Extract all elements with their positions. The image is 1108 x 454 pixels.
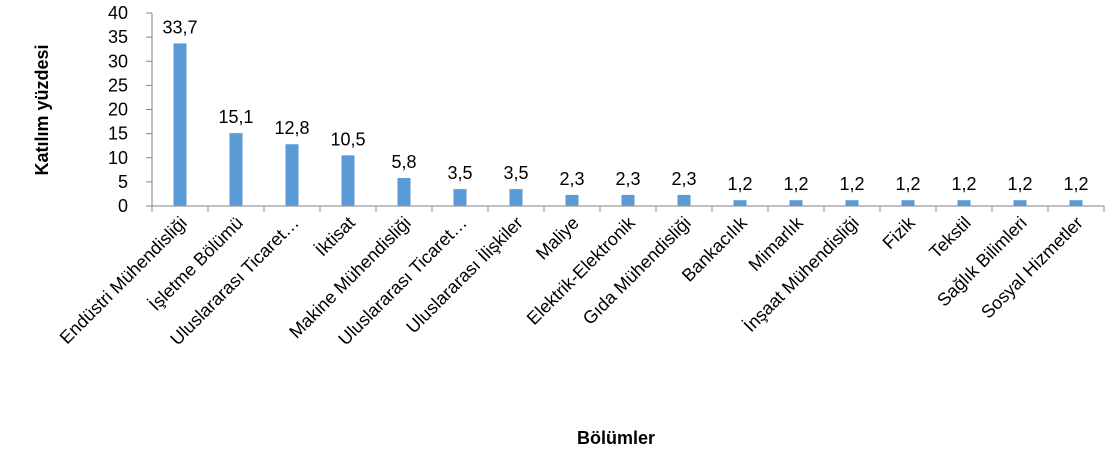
data-label: 15,1 bbox=[218, 107, 253, 127]
data-label: 2,3 bbox=[671, 169, 696, 189]
bar bbox=[901, 200, 915, 206]
x-axis-title: Bölümler bbox=[577, 428, 655, 448]
y-tick-label: 20 bbox=[108, 100, 128, 120]
data-label: 3,5 bbox=[447, 163, 472, 183]
bar bbox=[957, 200, 971, 206]
bar bbox=[565, 194, 579, 206]
y-tick-label: 15 bbox=[108, 124, 128, 144]
bar bbox=[509, 189, 523, 206]
y-tick-label: 30 bbox=[108, 51, 128, 71]
bar bbox=[677, 194, 691, 206]
data-label: 1,2 bbox=[1063, 174, 1088, 194]
bar bbox=[397, 178, 411, 206]
data-label: 12,8 bbox=[274, 118, 309, 138]
data-label: 1,2 bbox=[951, 174, 976, 194]
y-axis-title: Katılım yüzdesi bbox=[32, 44, 52, 175]
data-label: 1,2 bbox=[783, 174, 808, 194]
bar bbox=[1013, 200, 1027, 206]
bars bbox=[173, 43, 1083, 207]
bar bbox=[845, 200, 859, 206]
y-tick-label: 40 bbox=[108, 3, 128, 23]
data-label: 1,2 bbox=[1007, 174, 1032, 194]
bar bbox=[1069, 200, 1083, 206]
data-label: 5,8 bbox=[391, 152, 416, 172]
data-label: 33,7 bbox=[162, 17, 197, 37]
data-labels: 33,7 15,1 12,8 10,5 5,8 3,5 3,5 2,3 2,3 2,3 1,2 1,2… bbox=[162, 17, 1088, 194]
y-tick-label: 0 bbox=[118, 196, 128, 216]
bar bbox=[173, 43, 187, 207]
category-label: İktisat bbox=[311, 213, 358, 260]
y-tick-label: 5 bbox=[118, 172, 128, 192]
bar bbox=[285, 144, 299, 206]
data-label: 1,2 bbox=[839, 174, 864, 194]
y-axis: 0 5 10 15 20 25 30 35 40 bbox=[108, 3, 153, 216]
data-label: 10,5 bbox=[330, 129, 365, 149]
bar bbox=[733, 200, 747, 206]
data-label: 3,5 bbox=[503, 163, 528, 183]
category-label: Fizik bbox=[879, 212, 920, 253]
category-label: Maliye bbox=[532, 213, 583, 264]
bar bbox=[453, 189, 467, 206]
y-tick-label: 35 bbox=[108, 27, 128, 47]
data-label: 1,2 bbox=[727, 174, 752, 194]
category-label: Tekstil bbox=[925, 213, 975, 263]
y-tick-label: 10 bbox=[108, 148, 128, 168]
y-tick-label: 25 bbox=[108, 75, 128, 95]
x-axis bbox=[151, 205, 1105, 212]
bar bbox=[341, 155, 355, 206]
data-label: 1,2 bbox=[895, 174, 920, 194]
data-label: 2,3 bbox=[615, 169, 640, 189]
data-label: 2,3 bbox=[559, 169, 584, 189]
bar bbox=[789, 200, 803, 206]
category-label: Sosyal Hizmetler bbox=[977, 213, 1087, 323]
bar bbox=[229, 133, 243, 206]
bar bbox=[621, 194, 635, 206]
